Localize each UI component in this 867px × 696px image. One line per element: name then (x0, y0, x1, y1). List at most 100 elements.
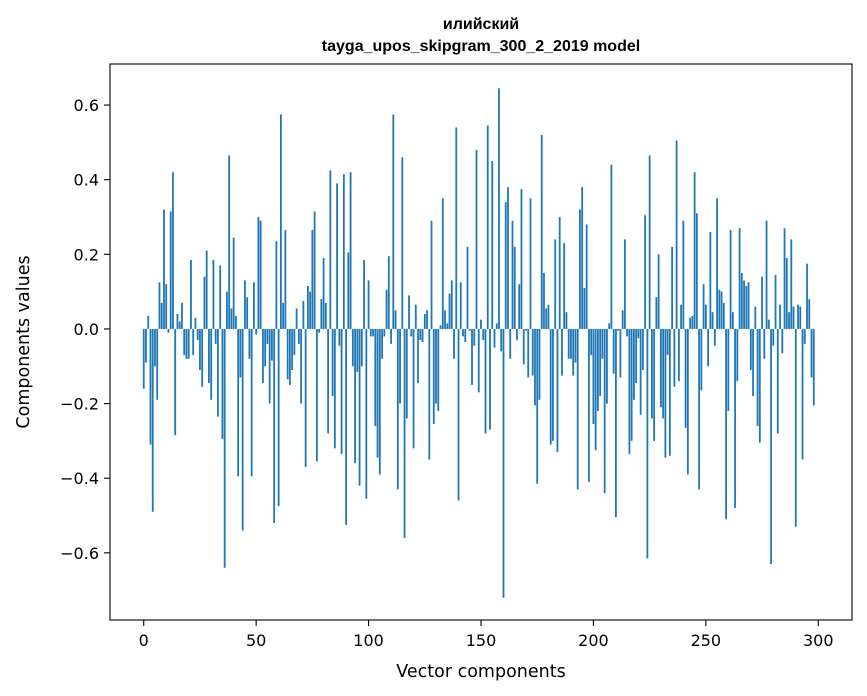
bar-60 (277, 328, 280, 507)
bar-105 (378, 328, 381, 475)
bar-76 (313, 211, 316, 329)
bar-2 (147, 315, 150, 329)
bar-276 (763, 328, 766, 359)
bar-229 (657, 254, 660, 329)
bar-232 (664, 328, 667, 458)
bar-37 (226, 291, 228, 329)
bar-113 (396, 328, 399, 490)
bar-230 (659, 328, 662, 408)
bar-161 (504, 202, 507, 329)
bar-12 (169, 211, 172, 329)
bar-38 (228, 155, 231, 329)
bar-247 (698, 328, 700, 490)
y-axis-ticks: −0.6 −0.4 −0.2 0.0 0.2 0.4 0.6 (60, 96, 110, 563)
bar-140 (457, 328, 460, 501)
bar-93 (351, 328, 354, 367)
bar-170 (525, 328, 527, 331)
bar-158 (498, 88, 500, 329)
bar-227 (653, 328, 656, 441)
bar-252 (709, 231, 712, 329)
bar-96 (358, 328, 361, 486)
bar-257 (720, 291, 723, 329)
bar-208 (610, 164, 613, 329)
bar-24 (196, 328, 199, 341)
bar-137 (450, 280, 453, 329)
bar-53 (262, 328, 264, 384)
bar-72 (304, 328, 307, 468)
bar-109 (387, 256, 390, 329)
bar-253 (711, 312, 714, 329)
bar-279 (770, 328, 772, 565)
bar-176 (538, 328, 541, 400)
bar-126 (426, 310, 428, 329)
bar-226 (650, 328, 653, 419)
bar-127 (428, 328, 431, 460)
bar-262 (731, 312, 734, 329)
bar-203 (599, 328, 602, 397)
bar-225 (648, 155, 651, 329)
bar-280 (772, 328, 775, 346)
bar-64 (286, 328, 289, 380)
bar-65 (288, 328, 291, 385)
bar-48 (250, 328, 253, 477)
bars-group (142, 88, 815, 598)
bar-153 (486, 125, 489, 329)
bar-120 (412, 328, 415, 449)
bar-133 (441, 198, 444, 329)
bar-86 (336, 183, 338, 329)
bar-245 (693, 172, 696, 329)
bar-63 (284, 230, 287, 329)
bar-15 (176, 314, 179, 329)
bar-215 (626, 328, 629, 337)
bar-287 (788, 312, 790, 329)
bar-55 (266, 328, 269, 344)
bar-145 (468, 328, 471, 331)
bar-218 (633, 328, 635, 400)
bar-69 (297, 328, 300, 344)
bar-275 (761, 276, 763, 329)
bar-138 (453, 328, 455, 359)
bar-182 (552, 328, 554, 441)
bar-110 (390, 328, 392, 344)
bar-295 (806, 263, 808, 329)
bar-246 (695, 213, 698, 329)
bar-28 (205, 250, 208, 329)
bar-266 (740, 272, 743, 329)
bar-250 (704, 304, 707, 329)
bar-6 (156, 328, 159, 400)
bar-259 (725, 328, 727, 520)
bar-51 (257, 216, 260, 329)
bar-102 (372, 328, 374, 337)
bar-251 (707, 328, 709, 367)
bar-36 (223, 328, 226, 568)
bar-143 (464, 328, 467, 342)
bar-216 (628, 328, 631, 454)
bar-142 (462, 328, 464, 337)
bar-11 (167, 328, 170, 333)
bar-198 (588, 328, 590, 482)
bar-61 (279, 114, 282, 329)
bar-249 (702, 284, 705, 329)
bar-114 (399, 328, 401, 404)
bar-242 (686, 328, 689, 475)
bar-78 (318, 328, 321, 333)
bar-40 (232, 237, 235, 329)
bar-98 (363, 259, 365, 329)
bar-163 (509, 328, 512, 359)
bar-19 (185, 328, 188, 359)
bar-277 (765, 220, 768, 329)
bar-174 (534, 328, 536, 406)
bar-298 (812, 328, 815, 406)
bar-1 (145, 328, 147, 363)
bar-220 (637, 328, 640, 339)
bar-112 (394, 310, 397, 329)
bar-141 (459, 282, 462, 329)
bar-57 (270, 328, 273, 361)
bar-82 (327, 328, 329, 434)
bar-224 (646, 328, 649, 559)
bar-272 (754, 306, 757, 329)
y-tick-label: 0.0 (74, 320, 99, 339)
x-axis-label: Vector components (396, 662, 565, 682)
bar-99 (365, 328, 368, 499)
bar-214 (624, 239, 626, 329)
